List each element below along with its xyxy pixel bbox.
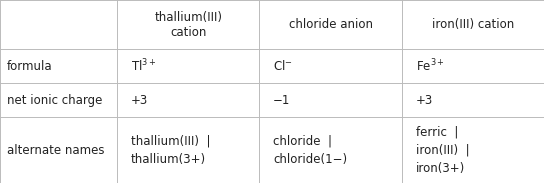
Text: +3: +3	[416, 94, 433, 107]
Text: iron(III) cation: iron(III) cation	[432, 18, 514, 31]
Text: thallium(III)  |
thallium(3+): thallium(III) | thallium(3+)	[131, 135, 210, 166]
Text: formula: formula	[7, 60, 52, 73]
Text: Tl$^{3+}$: Tl$^{3+}$	[131, 58, 156, 75]
Text: Cl$^{-}$: Cl$^{-}$	[273, 59, 293, 73]
Text: −1: −1	[273, 94, 290, 107]
Text: alternate names: alternate names	[7, 143, 104, 157]
Text: chloride anion: chloride anion	[289, 18, 373, 31]
Text: ferric  |
iron(III)  |
iron(3+): ferric | iron(III) | iron(3+)	[416, 126, 469, 175]
Text: net ionic charge: net ionic charge	[7, 94, 102, 107]
Text: Fe$^{3+}$: Fe$^{3+}$	[416, 58, 444, 75]
Text: thallium(III)
cation: thallium(III) cation	[154, 11, 222, 39]
Text: chloride  |
chloride(1−): chloride | chloride(1−)	[273, 135, 347, 166]
Text: +3: +3	[131, 94, 148, 107]
